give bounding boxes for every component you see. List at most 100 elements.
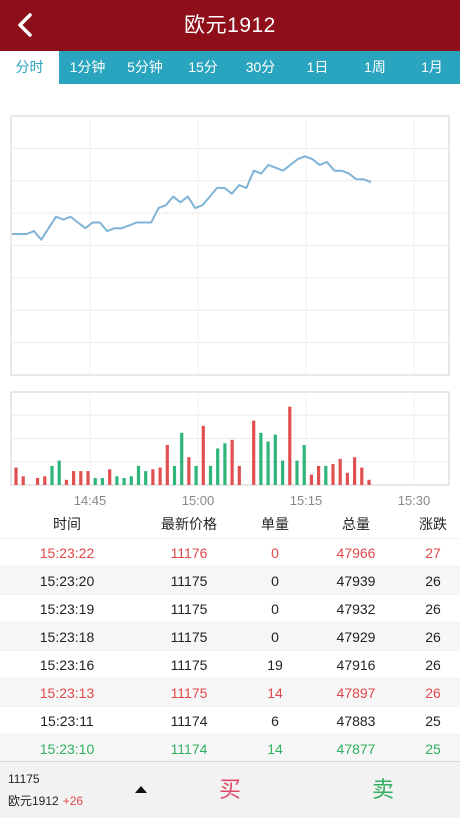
volume-bar: [208, 465, 213, 485]
table-cell-total: 47932: [336, 600, 376, 617]
table-row: 15:23:13 11175 14 47897 26: [0, 678, 460, 706]
expand-arrow-icon[interactable]: [135, 786, 147, 793]
column-header: 时间: [53, 516, 81, 532]
volume-bar: [151, 469, 155, 485]
price-chart: 14:45 15:00 15:15 15:30: [10, 115, 450, 508]
volume-bar: [216, 448, 220, 485]
column-header: 最新价格: [161, 516, 217, 532]
volume-bar: [345, 472, 349, 485]
x-tick-label: 15:00: [182, 493, 215, 508]
table-cell-time: 15:23:20: [39, 572, 95, 589]
volume-bar: [288, 406, 292, 485]
symbol-summary: 欧元1912 +26: [8, 792, 83, 809]
tab-period[interactable]: 分时: [0, 51, 59, 84]
table-cell-time: 15:23:11: [40, 712, 94, 729]
table-cell-qty: 0: [271, 600, 279, 617]
table-row: 15:23:22 11176 0 47966 27: [0, 538, 460, 566]
volume-bar: [129, 476, 133, 485]
volume-bar: [79, 471, 83, 485]
volume-bar: [86, 471, 90, 485]
volume-bar: [108, 469, 112, 485]
tab-period[interactable]: 1日: [306, 59, 329, 75]
tab-period[interactable]: 1月: [421, 59, 443, 75]
table-cell-time: 15:23:22: [39, 544, 95, 561]
volume-bar: [259, 432, 263, 485]
column-header: 单量: [261, 516, 289, 532]
period-tabs: 分时 1分钟 5分钟 15分 30分 1日 1周 1月: [0, 51, 460, 84]
volume-bar: [273, 434, 277, 485]
table-cell-change: 25: [425, 712, 441, 729]
volume-bar: [324, 465, 328, 485]
volume-bar: [187, 457, 191, 485]
table-cell-time: 15:23:16: [39, 656, 95, 673]
table-row: 15:23:10 11174 14 47877 25: [0, 734, 460, 762]
table-cell-total: 47929: [336, 628, 376, 645]
table-cell-change: 25: [425, 740, 441, 757]
table-cell-time: 15:23:18: [39, 628, 95, 645]
volume-bar: [309, 474, 313, 485]
table-cell-qty: 14: [267, 740, 283, 757]
table-cell-price: 11175: [170, 656, 208, 673]
table-body: 15:23:22 11176 0 47966 27 15:23:20 11175 0 47939…: [0, 538, 460, 762]
volume-bar: [295, 460, 299, 485]
volume-bar: [281, 460, 285, 485]
volume-bar: [21, 476, 25, 485]
x-tick-label: 15:15: [290, 493, 323, 508]
volume-bar: [317, 465, 321, 485]
volume-bar: [266, 441, 270, 485]
tab-period[interactable]: 5分钟: [127, 59, 163, 75]
trade-table: 时间 最新价格 单量 总量 涨跌 15:23:22 11176 0 47966 27 15:23:…: [0, 510, 460, 762]
table-cell-change: 26: [425, 572, 441, 589]
table-cell-price: 11175: [170, 684, 208, 701]
table-cell-qty: 0: [271, 572, 279, 589]
table-row: 15:23:19 11175 0 47932 26: [0, 594, 460, 622]
volume-bar: [100, 478, 104, 485]
price-change: +26: [62, 794, 84, 808]
volume-bar: [57, 460, 61, 485]
volume-bar: [115, 476, 119, 485]
volume-bar: [50, 465, 54, 485]
symbol-name: 欧元1912: [8, 794, 59, 808]
table-cell-qty: 0: [271, 628, 279, 645]
current-price: 11175: [8, 772, 40, 786]
buy-button[interactable]: 买: [218, 777, 241, 802]
volume-bar: [302, 445, 306, 485]
table-cell-qty: 6: [271, 712, 279, 729]
volume-bar: [165, 445, 169, 485]
volume-bar: [64, 479, 68, 485]
table-cell-price: 11174: [170, 712, 208, 729]
table-cell-time: 15:23:10: [39, 740, 95, 757]
volume-bar: [194, 465, 198, 485]
table-row: 15:23:16 11175 19 47916 26: [0, 650, 460, 678]
volume-bar: [331, 464, 335, 485]
volume-bar: [180, 432, 184, 485]
table-cell-total: 47897: [336, 684, 376, 701]
volume-bar: [72, 471, 76, 485]
volume-bar: [172, 465, 177, 485]
chevron-left-icon: [18, 13, 32, 37]
volume-bar: [93, 478, 97, 485]
page-title: 欧元1912: [184, 14, 276, 37]
tab-period[interactable]: 1周: [364, 59, 386, 75]
x-tick-label: 15:30: [398, 493, 431, 508]
column-header: 总量: [342, 516, 370, 532]
back-button[interactable]: [10, 8, 40, 42]
volume-bar: [158, 467, 162, 485]
table-cell-change: 27: [425, 544, 441, 561]
volume-bar: [367, 479, 371, 485]
table-cell-change: 26: [425, 628, 441, 645]
tab-period[interactable]: 30分: [245, 59, 276, 75]
tab-period[interactable]: 15分: [188, 59, 218, 75]
table-cell-price: 11176: [170, 544, 208, 561]
sell-button[interactable]: 卖: [371, 777, 394, 802]
table-cell-price: 11175: [170, 628, 208, 645]
table-cell-change: 26: [425, 684, 441, 701]
table-header: 时间 最新价格 单量 总量 涨跌: [0, 510, 460, 538]
table-cell-time: 15:23:13: [39, 684, 95, 701]
tab-period[interactable]: 1分钟: [69, 59, 106, 75]
table-row: 15:23:11 11174 6 47883 25: [0, 706, 460, 734]
table-cell-total: 47916: [336, 656, 376, 673]
volume-bar: [36, 478, 40, 485]
bottom-bar: 11175 欧元1912 +26 买 卖: [0, 761, 460, 818]
